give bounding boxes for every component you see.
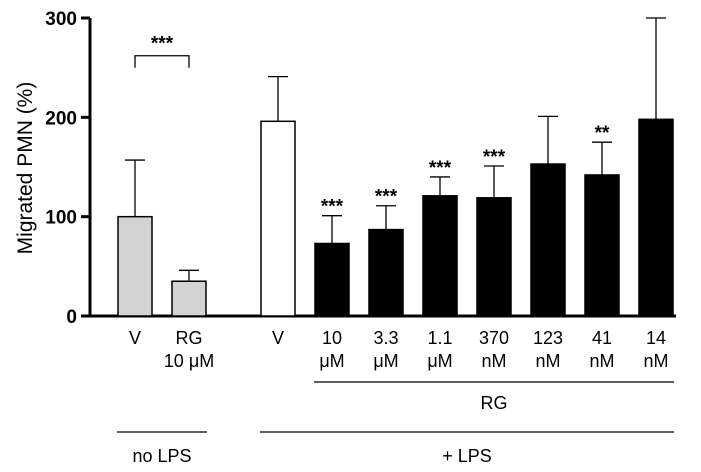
significance-3: *** [321,197,344,218]
category-label-6-1: nM [481,351,506,371]
group-label-2: + LPS [442,446,492,466]
bar-0 [117,215,153,317]
category-label-3-0: 10 [322,328,342,348]
bar-3 [314,242,350,317]
category-label-4-0: 3.3 [373,328,398,348]
category-label-1-1: 10 μM [164,351,214,371]
comparison-bracket-0 [134,55,190,68]
category-label-8-1: nM [589,351,614,371]
bar-5 [422,195,458,317]
category-label-7-1: nM [535,351,560,371]
annotations: ****** [134,34,190,68]
category-label-2-0: V [272,328,284,348]
y-tick-label-3: 300 [45,9,77,30]
category-label-9-1: nM [643,351,668,371]
y-tick-label-2: 200 [45,108,77,129]
bar-9 [638,118,674,317]
category-label-7-0: 123 [533,328,563,348]
significance-5: *** [429,158,452,179]
bar-2 [260,120,296,317]
category-label-3-1: μM [319,351,344,371]
y-axis-label: Migrated PMN (%) [14,82,37,255]
bar-7 [530,163,566,317]
y-tick-label-0: 0 [66,307,77,328]
bar-4 [368,228,404,317]
significance-8: ** [595,123,610,144]
bars: *** *********** [117,17,674,317]
category-label-0-0: V [129,328,141,348]
category-label-5-0: 1.1 [427,328,452,348]
category-label-8-0: 41 [592,328,612,348]
category-label-6-0: 370 [479,328,509,348]
category-label-4-1: μM [373,351,398,371]
significance-4: *** [375,187,398,208]
group-label-1: no LPS [132,446,191,466]
category-labels: V RG 10 μM V 10 μM 3.3 μM 1.1 μM 370 nM 123 nM 41 nM 14 n… [117,328,674,466]
category-label-5-1: μM [427,351,452,371]
group-label-0: RG [481,393,508,413]
bar-1 [171,280,207,317]
category-label-9-0: 14 [646,328,666,348]
significance-6: *** [483,147,506,168]
bar-6 [476,197,512,317]
bar-8 [584,174,620,317]
category-label-1-0: RG [176,328,203,348]
y-tick-label-1: 100 [45,208,77,229]
comparison-label-0: *** [151,34,174,55]
